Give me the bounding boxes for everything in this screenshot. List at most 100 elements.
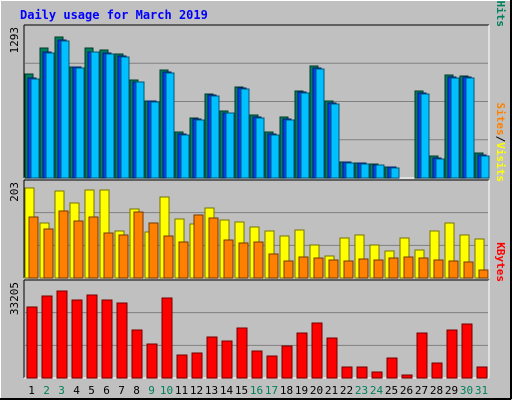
bar-kbytes	[356, 366, 368, 379]
bar-sites	[148, 222, 159, 279]
bar-sites	[478, 269, 489, 279]
bar-kbytes	[281, 345, 293, 379]
bar-kbytes	[401, 374, 413, 379]
bar-pages	[435, 158, 445, 179]
bar-pages	[375, 164, 385, 179]
bar-sites	[418, 257, 429, 279]
bar-pages	[105, 53, 115, 179]
bar-kbytes	[176, 354, 188, 379]
bar-pages	[420, 93, 430, 179]
x-tick-label: 18	[280, 384, 293, 397]
bar-sites	[133, 211, 144, 279]
x-tick-label: 19	[295, 384, 308, 397]
series-kbytes	[26, 290, 488, 379]
bar-pages	[330, 103, 340, 179]
legend: KBytes	[494, 242, 507, 282]
bar-kbytes	[161, 297, 173, 379]
bar-kbytes	[296, 332, 308, 379]
y-max-label: 203	[8, 182, 21, 202]
legend: Pages/Files/Hits	[494, 0, 507, 27]
x-tick-label: 6	[103, 384, 110, 397]
bar-sites	[328, 259, 339, 279]
bar-sites	[433, 259, 444, 279]
bar-sites	[298, 256, 309, 279]
bar-sites	[358, 258, 369, 279]
bar-kbytes	[476, 366, 488, 379]
bar-sites	[88, 216, 99, 279]
bar-sites	[103, 232, 114, 279]
bar-pages	[165, 72, 175, 179]
bar-kbytes	[461, 323, 473, 379]
x-tick-label: 31	[475, 384, 488, 397]
legend-entry: Visits	[494, 142, 507, 182]
legend-entry: Sites	[494, 103, 507, 136]
bar-sites	[58, 210, 69, 279]
bar-pages	[60, 40, 70, 179]
bar-sites	[343, 260, 354, 279]
x-tick-label: 2	[43, 384, 50, 397]
bar-kbytes	[56, 290, 68, 379]
x-tick-label: 29	[445, 384, 458, 397]
bar-pages	[135, 81, 145, 179]
x-tick-label: 30	[460, 384, 473, 397]
panel-3: 33205 KBytes	[8, 242, 507, 379]
bar-sites	[283, 260, 294, 279]
bar-kbytes	[416, 332, 428, 379]
x-tick-label: 17	[265, 384, 278, 397]
bar-sites	[178, 241, 189, 279]
bar-sites	[253, 241, 264, 279]
bar-pages	[345, 162, 355, 179]
bar-pages	[210, 95, 220, 179]
x-tick-label: 20	[310, 384, 323, 397]
panel-2: 203 Sites/Visits	[8, 103, 507, 279]
bar-sites	[28, 216, 39, 279]
bar-pages	[120, 56, 130, 179]
bar-sites	[268, 253, 279, 279]
x-tick-label: 14	[220, 384, 234, 397]
bar-pages	[315, 68, 325, 179]
x-tick-label: 26	[400, 384, 413, 397]
bar-kbytes	[146, 343, 158, 379]
bar-pages	[150, 101, 160, 179]
bar-kbytes	[341, 366, 353, 379]
x-tick-label: 16	[250, 384, 263, 397]
bar-kbytes	[266, 355, 278, 379]
x-tick-label: 21	[325, 384, 338, 397]
x-tick-label: 23	[355, 384, 368, 397]
bar-pages	[300, 92, 310, 179]
bar-pages	[195, 119, 205, 179]
bar-kbytes	[326, 337, 338, 379]
bar-pages	[255, 117, 265, 179]
bar-pages	[465, 77, 475, 179]
bar-sites	[238, 242, 249, 279]
bar-sites	[208, 217, 219, 279]
x-tick-label: 1	[28, 384, 35, 397]
bar-pages	[390, 167, 400, 179]
bar-sites	[448, 260, 459, 279]
chart-panels: 1293Pages/Files/Hits203Sites/Visits33205…	[8, 0, 507, 379]
x-tick-label: 12	[190, 384, 203, 397]
bar-kbytes	[116, 302, 128, 379]
x-tick-label: 22	[340, 384, 353, 397]
bar-sites	[463, 261, 474, 279]
x-tick-label: 27	[415, 384, 428, 397]
bar-sites	[163, 235, 174, 279]
bar-pages	[450, 77, 460, 179]
y-max-label: 1293	[8, 27, 21, 54]
bar-sites	[373, 259, 384, 279]
panel-1: 1293 Pages/Files/Hits	[8, 0, 507, 179]
bar-pages	[480, 155, 490, 179]
x-tick-label: 15	[235, 384, 248, 397]
bar-kbytes	[236, 327, 248, 379]
x-tick-label: 7	[118, 384, 125, 397]
bar-kbytes	[221, 340, 233, 379]
x-tick-label: 28	[430, 384, 443, 397]
bar-kbytes	[86, 294, 98, 379]
bar-pages	[180, 134, 190, 179]
x-tick-label: 4	[73, 384, 80, 397]
x-tick-label: 25	[385, 384, 398, 397]
bar-sites	[403, 256, 414, 279]
x-tick-label: 3	[58, 384, 65, 397]
y-max-label: 33205	[8, 282, 21, 315]
bar-pages	[270, 134, 280, 179]
